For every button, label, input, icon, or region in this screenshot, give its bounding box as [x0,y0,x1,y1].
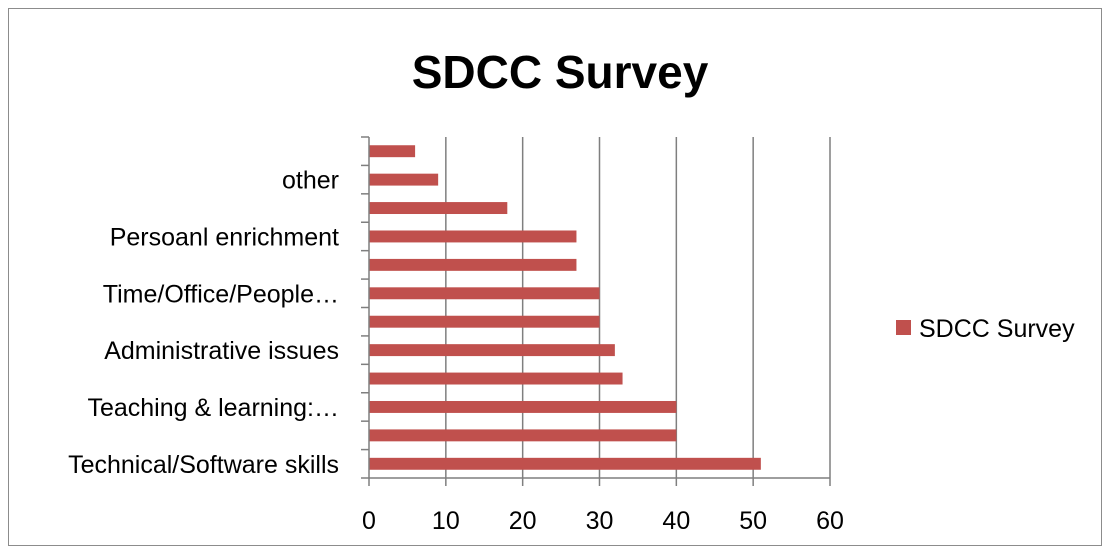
bar [369,287,600,300]
bars [369,145,761,470]
x-tick-label: 20 [509,507,537,535]
legend-swatch [896,320,911,335]
category-label: Administrative issues [104,337,339,365]
x-tick-label: 40 [662,507,690,535]
chart-title: SDCC Survey [412,46,709,98]
x-tick-label: 50 [739,507,767,535]
category-label: Persoanl enrichment [110,223,339,251]
x-tick-label: 60 [816,507,844,535]
x-tick-label: 0 [362,507,376,535]
bar [369,315,600,328]
bar [369,372,623,385]
legend: SDCC Survey [896,315,1075,343]
category-label: other [282,167,339,195]
axes [361,136,831,486]
bar [369,173,439,186]
x-tick-label: 30 [586,507,614,535]
bar [369,258,577,271]
bar [369,457,761,470]
category-label: Teaching & learning:… [87,394,339,422]
category-label: Technical/Software skills [68,451,339,479]
legend-label: SDCC Survey [919,315,1075,343]
x-tick-label: 10 [432,507,460,535]
bar [369,145,416,158]
bar [369,230,577,243]
bar [369,344,615,357]
bar [369,429,677,442]
bar [369,202,508,215]
category-label: Time/Office/People… [103,280,339,308]
x-tick-labels: 0 10 20 30 40 50 60 [362,507,844,535]
category-labels: Technical/Software skills Teaching & lear… [68,167,339,479]
bar [369,400,677,413]
gridlines [445,137,831,478]
chart-frame [8,8,1102,546]
